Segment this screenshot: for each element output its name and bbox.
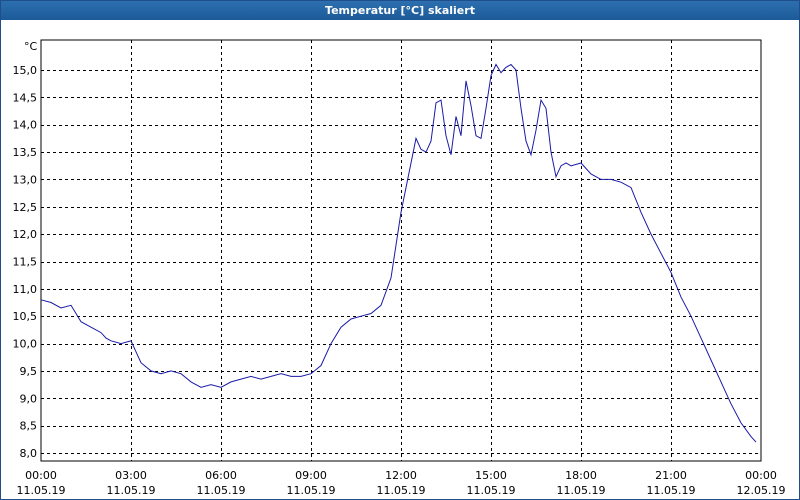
chart-title: Temperatur [°C] skaliert <box>1 1 799 20</box>
x-tick-date-label: 11.05.19 <box>467 484 516 497</box>
y-tick-label: 10,5 <box>13 310 38 323</box>
y-tick-label: 15,0 <box>13 64 38 77</box>
plot-area-border <box>40 39 762 462</box>
x-tick-date-label: 11.05.19 <box>197 484 246 497</box>
y-tick-label: 14,5 <box>13 91 38 104</box>
x-tick-date-label: 11.05.19 <box>647 484 696 497</box>
x-tick-date-label: 11.05.19 <box>107 484 156 497</box>
x-tick-time-label: 00:00 <box>25 469 57 482</box>
x-tick-time-label: 12:00 <box>385 469 417 482</box>
y-tick-label: 9,5 <box>20 365 38 378</box>
x-tick-time-label: 09:00 <box>295 469 327 482</box>
x-tick-date-label: 11.05.19 <box>17 484 66 497</box>
x-tick-time-label: 00:00 <box>745 469 777 482</box>
x-tick-date-label: 11.05.19 <box>377 484 426 497</box>
series-line-temperature <box>40 63 757 443</box>
x-tick-time-label: 21:00 <box>655 469 687 482</box>
y-tick-label: 14,0 <box>13 119 38 132</box>
y-tick-label: 11,5 <box>13 256 38 269</box>
y-tick-label: 10,0 <box>13 338 38 351</box>
y-tick-label: 11,0 <box>13 283 38 296</box>
series-layer <box>40 63 757 443</box>
y-tick-label: 12,5 <box>13 201 38 214</box>
y-tick-label: 13,0 <box>13 173 38 186</box>
x-tick-time-label: 15:00 <box>475 469 507 482</box>
y-tick-label: 13,5 <box>13 146 38 159</box>
y-axis-unit-label: °C <box>24 40 38 53</box>
x-tick-date-label: 11.05.19 <box>557 484 606 497</box>
x-tick-time-label: 06:00 <box>205 469 237 482</box>
y-tick-label: 8,5 <box>20 420 38 433</box>
grid-lines <box>41 40 761 461</box>
y-tick-label: 12,0 <box>13 228 38 241</box>
y-tick-label: 9,0 <box>20 392 38 405</box>
x-tick-date-label: 12.05.19 <box>737 484 786 497</box>
y-axis-ticks: 8,0 8,5 9,0 9,5 10,0 10,5 11,0 11,5 12,0 12,5 13,0… <box>13 64 38 460</box>
x-tick-time-label: 18:00 <box>565 469 597 482</box>
y-tick-label: 8,0 <box>20 447 38 460</box>
x-axis-ticks: 00:00 11.05.19 03:00 11.05.19 06:00 11.05.19 0… <box>17 469 786 497</box>
x-tick-date-label: 11.05.19 <box>287 484 336 497</box>
x-tick-time-label: 03:00 <box>115 469 147 482</box>
